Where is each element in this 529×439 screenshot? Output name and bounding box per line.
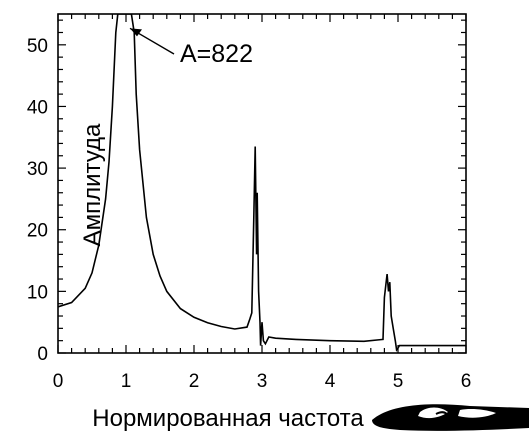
y-tick-label: 30	[27, 159, 48, 180]
logo-mark	[372, 404, 529, 431]
annotation-label: A=822	[180, 40, 253, 68]
x-tick-label: 3	[257, 371, 268, 392]
y-tick-label: 20	[27, 221, 48, 242]
x-tick-label: 5	[393, 371, 404, 392]
x-tick-label: 1	[121, 371, 132, 392]
x-tick-label: 4	[325, 371, 336, 392]
series-line-0	[58, 14, 466, 352]
y-tick-label: 0	[37, 344, 48, 365]
annotation-arrowhead	[130, 28, 142, 37]
x-tick-label: 0	[53, 371, 64, 392]
x-tick-label: 6	[461, 371, 472, 392]
plot-frame	[57, 13, 467, 354]
y-axis-ticks: 0 10 20 30 40 50	[27, 19, 466, 365]
series-layer	[58, 14, 466, 352]
plot-border	[57, 13, 467, 354]
y-tick-label: 40	[27, 97, 48, 118]
x-axis-title: Нормированная частота	[92, 405, 364, 432]
x-axis-ticks: 0 1 2 3 4 5 6	[53, 14, 472, 392]
y-tick-label: 10	[27, 282, 48, 303]
y-axis-title: Амплитуда	[79, 123, 106, 246]
x-tick-label: 2	[189, 371, 200, 392]
y-tick-label: 50	[27, 36, 48, 57]
annotation-layer: A=822	[129, 27, 253, 68]
